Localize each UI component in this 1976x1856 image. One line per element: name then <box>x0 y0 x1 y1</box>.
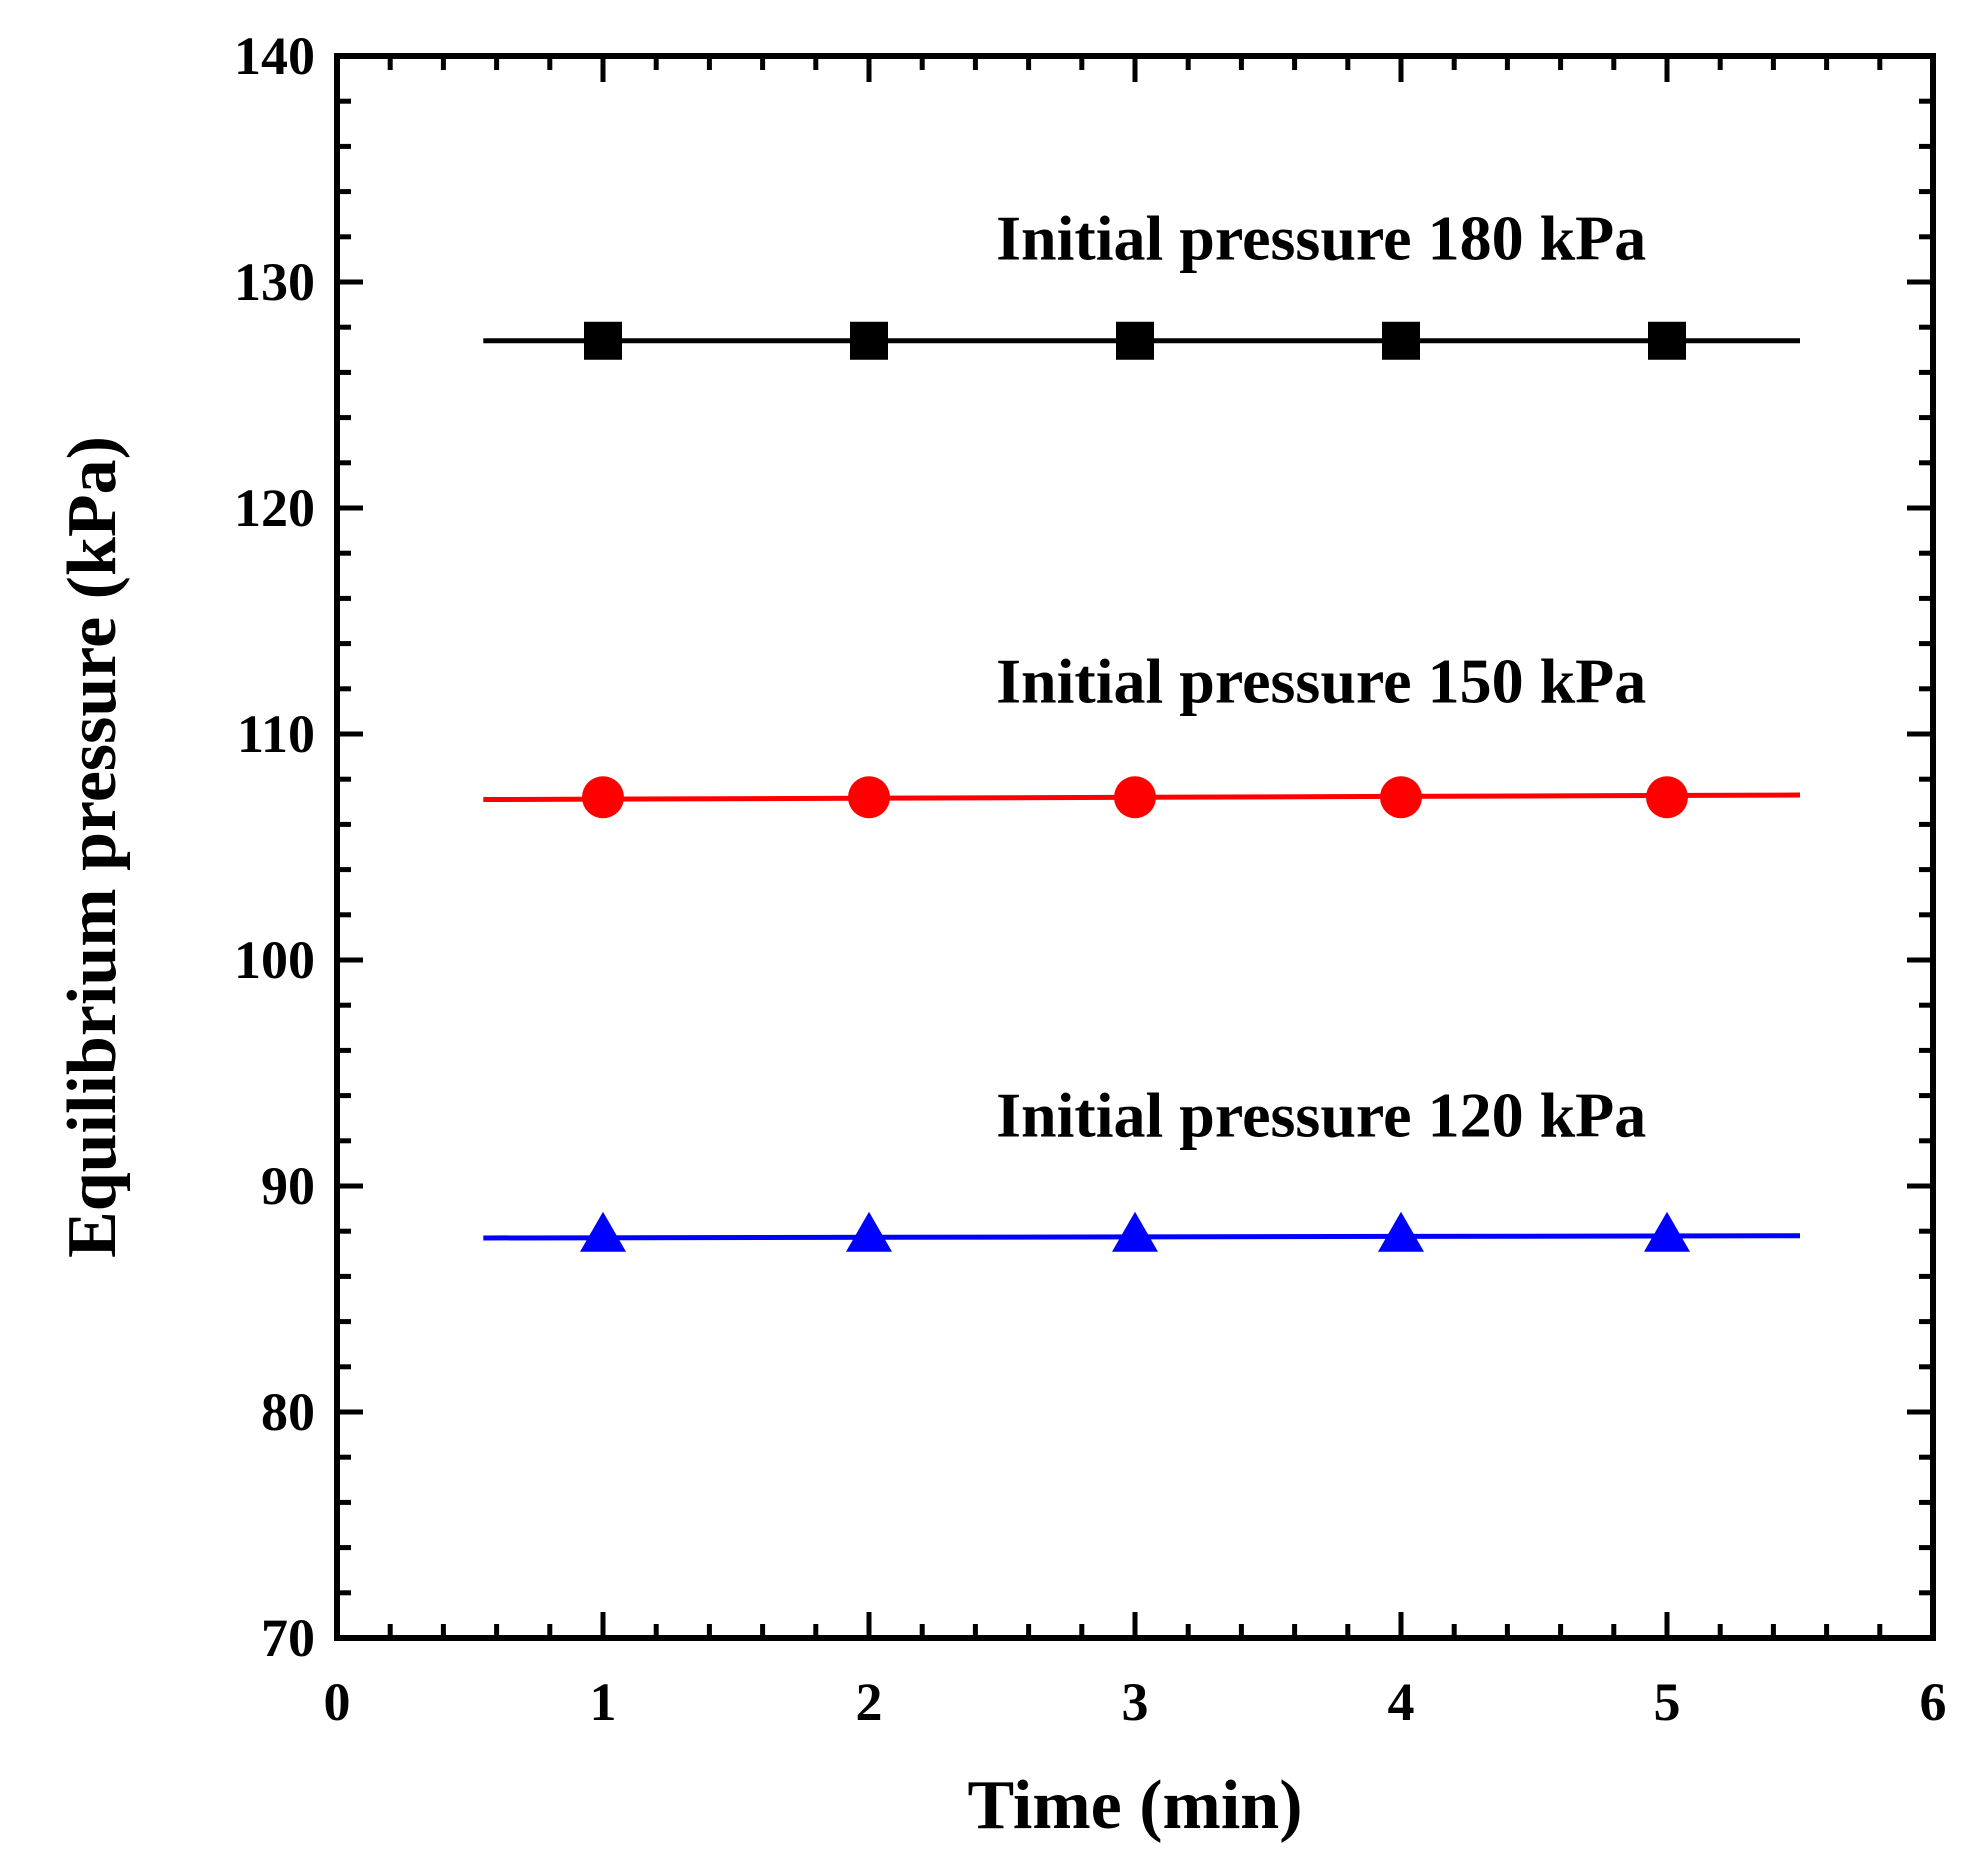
data-point-circle <box>1646 776 1688 819</box>
data-point-square <box>1116 321 1154 360</box>
plot-frame <box>334 53 1936 1641</box>
y-tick-label: 130 <box>234 252 315 312</box>
data-point-circle <box>1114 776 1156 819</box>
y-tick-label: 110 <box>237 704 315 764</box>
y-tick-label: 140 <box>234 26 315 86</box>
y-tick-label: 80 <box>261 1382 315 1442</box>
data-point-triangle <box>846 1211 892 1252</box>
data-point-triangle <box>1112 1211 1158 1252</box>
x-tick-label: 3 <box>1122 1672 1149 1732</box>
x-tick-label: 5 <box>1654 1672 1681 1732</box>
x-axis-title: Time (min) <box>967 1767 1302 1844</box>
x-tick-label: 0 <box>324 1672 351 1732</box>
tick-labels: 0 1 2 3 4 5 6 70 80 90 100 110 120 130 140 <box>234 26 1947 1732</box>
data-point-triangle <box>580 1211 626 1252</box>
series-annotation: Initial pressure 180 kPa <box>996 202 1646 273</box>
y-tick-label: 70 <box>261 1608 315 1668</box>
data-point-triangle <box>1378 1211 1424 1252</box>
annotations: Initial pressure 180 kPa Initial pressure… <box>996 202 1646 1150</box>
data-point-circle <box>1380 776 1422 819</box>
y-tick-label: 120 <box>234 478 315 538</box>
y-tick-label: 90 <box>261 1156 315 1216</box>
series-annotation: Initial pressure 120 kPa <box>996 1079 1646 1150</box>
data-point-square <box>1382 321 1420 360</box>
data-point-circle <box>848 776 890 819</box>
x-tick-label: 6 <box>1920 1672 1947 1732</box>
y-tick-label: 100 <box>234 930 315 990</box>
x-tick-label: 1 <box>590 1672 617 1732</box>
y-axis-title: Equilibrium pressure (kPa) <box>54 436 131 1258</box>
series-annotation: Initial pressure 150 kPa <box>996 645 1646 716</box>
data-point-square <box>584 321 622 360</box>
data-point-circle <box>582 776 624 819</box>
x-tick-label: 4 <box>1388 1672 1415 1732</box>
axis-ticks <box>334 53 1936 1641</box>
series-markers <box>580 321 1690 1252</box>
data-point-square <box>850 321 888 360</box>
data-point-square <box>1648 321 1686 360</box>
x-tick-label: 2 <box>856 1672 883 1732</box>
data-point-triangle <box>1644 1211 1690 1252</box>
